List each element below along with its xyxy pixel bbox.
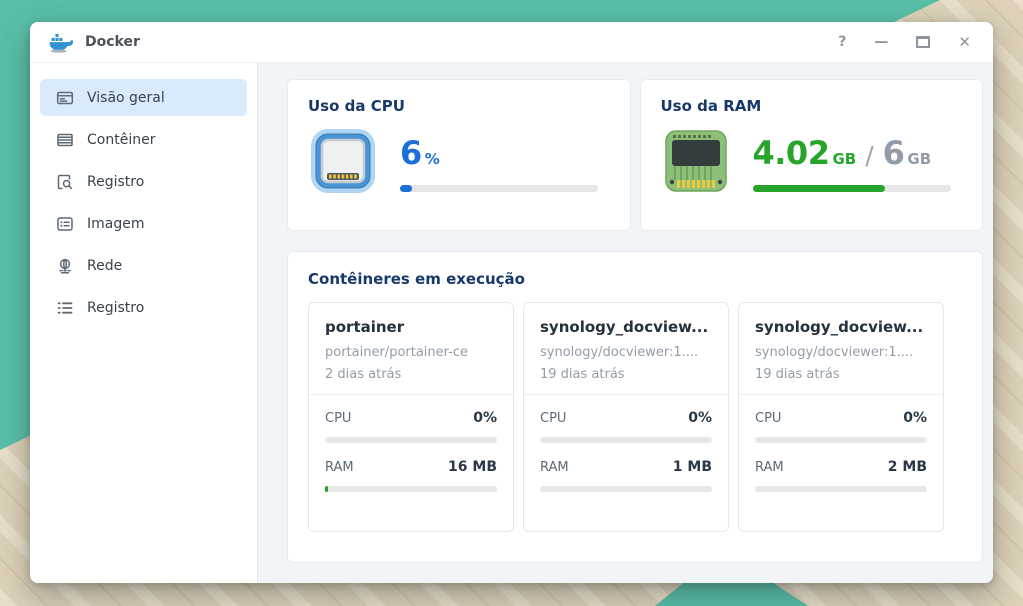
sidebar-item-label: Visão geral (87, 89, 165, 106)
cpu-percent-value: 6 (400, 134, 422, 172)
cpu-usage-card: Uso da CPU (287, 79, 631, 231)
cpu-progressbar (540, 437, 712, 443)
cpu-meter: 6 % (400, 134, 598, 192)
container-age: 19 dias atrás (540, 367, 625, 382)
container-image: portainer/portainer-ce (325, 345, 468, 360)
container-name: synology_docview... (755, 318, 924, 336)
container-image: synology/docviewer:1.... (540, 345, 699, 360)
container-stats: CPU 0% RAM 2 MB (739, 395, 943, 492)
ram-progress-fill (752, 185, 886, 192)
container-card-header: synology_docview... synology/docviewer:1… (739, 303, 943, 394)
ram-used-value: 4.02 (752, 134, 830, 172)
ram-label: RAM (325, 460, 354, 475)
window-controls: ? — ✕ (838, 32, 971, 51)
ram-label: RAM (755, 460, 784, 475)
cpu-label: CPU (755, 411, 782, 426)
sidebar-item-contêiner[interactable]: Contêiner (40, 121, 247, 158)
sidebar-item-label: Registro (87, 173, 145, 190)
ram-value-line: 4.02 GB / 6 GB (753, 134, 951, 172)
sidebar-item-label: Rede (87, 257, 123, 274)
ram-progressbar (325, 486, 497, 492)
divider (524, 394, 728, 395)
network-icon (56, 257, 74, 275)
cpu-progressbar (325, 437, 497, 443)
maximize-button[interactable] (916, 36, 931, 48)
docker-app-window: Docker ? — ✕ Visão geral Contêiner Regis… (30, 22, 993, 583)
help-button[interactable]: ? (838, 34, 847, 50)
cpu-label: CPU (540, 411, 567, 426)
ram-meter: 4.02 GB / 6 GB (752, 134, 951, 192)
cpu-card-title: Uso da CPU (308, 97, 405, 115)
ram-value: 2 MB (887, 459, 927, 475)
sidebar-item-registro[interactable]: Registro (40, 163, 247, 200)
sidebar-item-rede[interactable]: Rede (40, 247, 247, 284)
registry-list-icon (56, 299, 74, 317)
cpu-value: 0% (688, 410, 712, 426)
container-age: 19 dias atrás (755, 367, 840, 382)
container-card-header: synology_docview... synology/docviewer:1… (524, 303, 728, 394)
container-grid: portainer portainer/portainer-ce 2 dias … (308, 302, 962, 532)
ram-label: RAM (540, 460, 569, 475)
cpu-progress-fill (400, 185, 412, 192)
cpu-progressbar (755, 437, 927, 443)
close-button[interactable]: ✕ (958, 32, 971, 51)
cpu-percent-unit: % (424, 150, 440, 168)
sidebar-item-visão-geral[interactable]: Visão geral (40, 79, 247, 116)
divider (739, 394, 943, 395)
ram-value: 16 MB (448, 459, 497, 475)
divider (309, 394, 513, 395)
sidebar-item-label: Registro (87, 299, 145, 316)
ram-progressbar (752, 185, 951, 192)
running-containers-card: Contêineres em execução portainer portai… (287, 251, 983, 563)
container-icon (56, 131, 74, 149)
overview-icon (56, 89, 74, 107)
ram-usage-card: Uso da RAM (639, 79, 983, 231)
ram-progressbar (755, 486, 927, 492)
ram-separator: / (865, 141, 874, 170)
usage-cards-row: Uso da CPU (287, 79, 983, 231)
container-card[interactable]: portainer portainer/portainer-ce 2 dias … (308, 302, 514, 532)
image-icon (56, 215, 74, 233)
sidebar-item-imagem[interactable]: Imagem (40, 205, 247, 242)
container-card[interactable]: synology_docview... synology/docviewer:1… (523, 302, 729, 532)
cpu-value: 0% (473, 410, 497, 426)
container-stats: CPU 0% RAM 1 MB (524, 395, 728, 492)
main-content: Uso da CPU (258, 63, 993, 583)
ram-value: 1 MB (672, 459, 712, 475)
ram-total-value: 6 (882, 134, 905, 172)
ram-total-unit: GB (907, 150, 932, 168)
ram-progressbar (540, 486, 712, 492)
cpu-value-line: 6 % (400, 134, 598, 172)
ram-progress-fill (325, 486, 329, 492)
titlebar: Docker ? — ✕ (30, 22, 993, 63)
cpu-progressbar (400, 185, 598, 192)
log-search-icon (56, 173, 74, 191)
ram-card-title: Uso da RAM (660, 97, 762, 115)
sidebar: Visão geral Contêiner Registro Imagem Re… (30, 63, 258, 583)
sidebar-item-label: Imagem (87, 215, 145, 232)
window-body: Visão geral Contêiner Registro Imagem Re… (30, 63, 993, 583)
cpu-chip-icon (310, 128, 376, 198)
container-stats: CPU 0% RAM 16 MB (309, 395, 513, 492)
container-age: 2 dias atrás (325, 367, 402, 382)
docker-whale-icon (49, 32, 73, 53)
sidebar-item-label: Contêiner (87, 131, 156, 148)
running-containers-title: Contêineres em execução (308, 270, 525, 288)
cpu-label: CPU (325, 411, 352, 426)
ram-used-unit: GB (832, 150, 857, 168)
container-image: synology/docviewer:1.... (755, 345, 914, 360)
container-card[interactable]: synology_docview... synology/docviewer:1… (738, 302, 944, 532)
ram-chip-icon (663, 128, 729, 198)
minimize-button[interactable]: — (874, 34, 889, 50)
container-card-header: portainer portainer/portainer-ce 2 dias … (309, 303, 513, 394)
container-name: portainer (325, 318, 405, 336)
window-title: Docker (85, 34, 140, 50)
cpu-value: 0% (903, 410, 927, 426)
container-name: synology_docview... (540, 318, 709, 336)
sidebar-item-registro[interactable]: Registro (40, 289, 247, 326)
